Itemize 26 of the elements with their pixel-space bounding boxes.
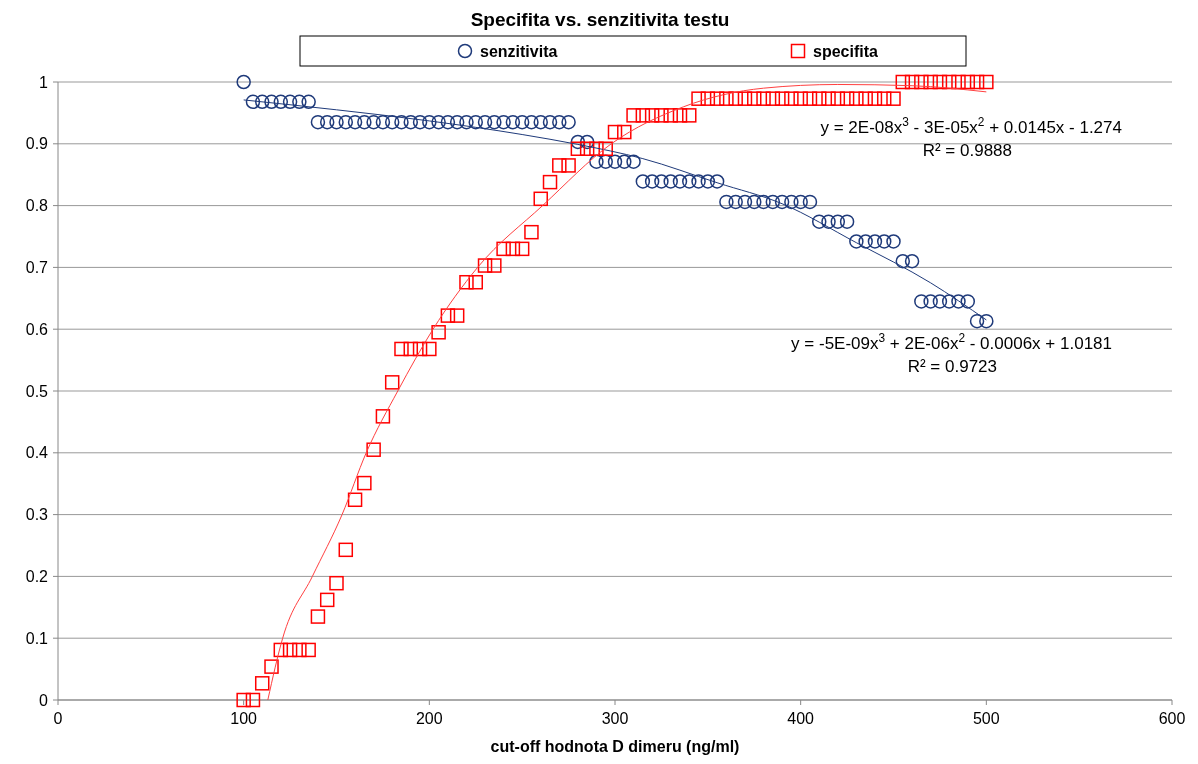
y-tick-label: 1	[39, 73, 49, 91]
annotation: y = 2E-08x$^{3}$ - 3E-05x$^{2}$ + 0.0145x - 1.274	[820, 114, 1122, 137]
x-tick-label: 200	[415, 710, 443, 727]
y-tick-label: 0.7	[25, 259, 49, 276]
annotation: R² = 0.9723	[907, 357, 997, 377]
legend-label: specifita	[813, 42, 879, 60]
x-tick-label: 500	[972, 710, 1000, 727]
annotation: y = -5E-09x$^{3}$ + 2E-06x$^{2}$ - 0.0006x + 1.0181	[791, 330, 1112, 353]
x-tick-label: 100	[230, 710, 258, 727]
x-tick-label: 400	[787, 710, 815, 727]
y-tick-label: 0.8	[25, 197, 49, 215]
annotation: R² = 0.9888	[922, 141, 1012, 161]
y-tick-label: 0.3	[25, 506, 49, 524]
chart-title: Specifita vs. senzitivita testu	[470, 9, 730, 30]
x-tick-label: 0	[53, 710, 63, 727]
x-axis-title: cut-off hodnota D dimeru (ng/ml)	[490, 738, 740, 755]
y-tick-label: 0.4	[25, 444, 49, 462]
x-tick-label: 300	[601, 710, 629, 727]
legend-label: senzitivita	[480, 42, 558, 60]
x-tick-label: 600	[1158, 710, 1186, 727]
y-tick-label: 0.1	[25, 629, 49, 647]
y-tick-label: 0	[39, 691, 49, 709]
y-tick-label: 0.9	[25, 135, 49, 153]
y-tick-label: 0.5	[25, 382, 49, 400]
y-tick-label: 0.6	[25, 320, 49, 338]
y-tick-label: 0.2	[25, 568, 49, 585]
